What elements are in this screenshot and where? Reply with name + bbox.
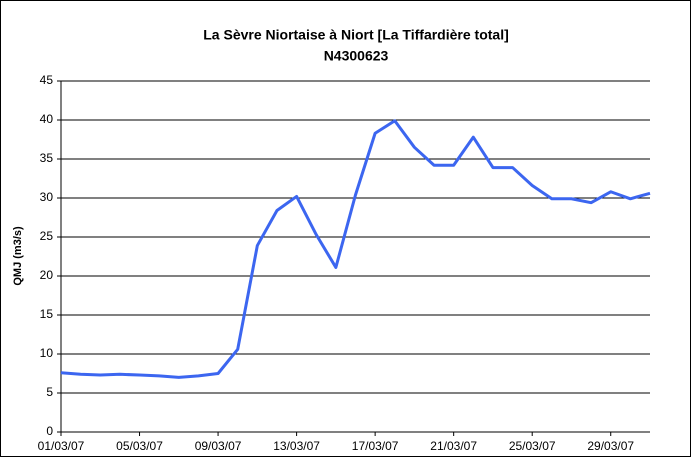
y-tick-label: 20 [40,268,54,282]
chart-title: La Sèvre Niortaise à Niort [La Tiffardiè… [203,27,509,43]
y-tick-label: 40 [40,112,54,126]
data-line [60,119,651,379]
chart-subtitle: N4300623 [324,48,389,64]
x-tick-label: 05/03/07 [116,439,163,453]
y-axis-label: QMJ (m3/s) [12,226,24,286]
x-tick-label: 13/03/07 [273,439,320,453]
y-tick-label: 45 [40,73,54,87]
x-tick-label: 17/03/07 [352,439,399,453]
x-tick-label: 25/03/07 [509,439,556,453]
y-tick-label: 30 [40,190,54,204]
y-tick-label: 15 [40,307,54,321]
x-tick-label: 01/03/07 [38,439,85,453]
y-tick-label: 0 [46,424,53,438]
x-tick-label: 29/03/07 [587,439,634,453]
y-tick-label: 35 [40,151,54,165]
y-tick-label: 10 [40,346,54,360]
y-tick-label: 25 [40,229,54,243]
x-tick-label: 21/03/07 [430,439,477,453]
x-tick-label: 09/03/07 [195,439,242,453]
y-tick-label: 5 [46,385,53,399]
